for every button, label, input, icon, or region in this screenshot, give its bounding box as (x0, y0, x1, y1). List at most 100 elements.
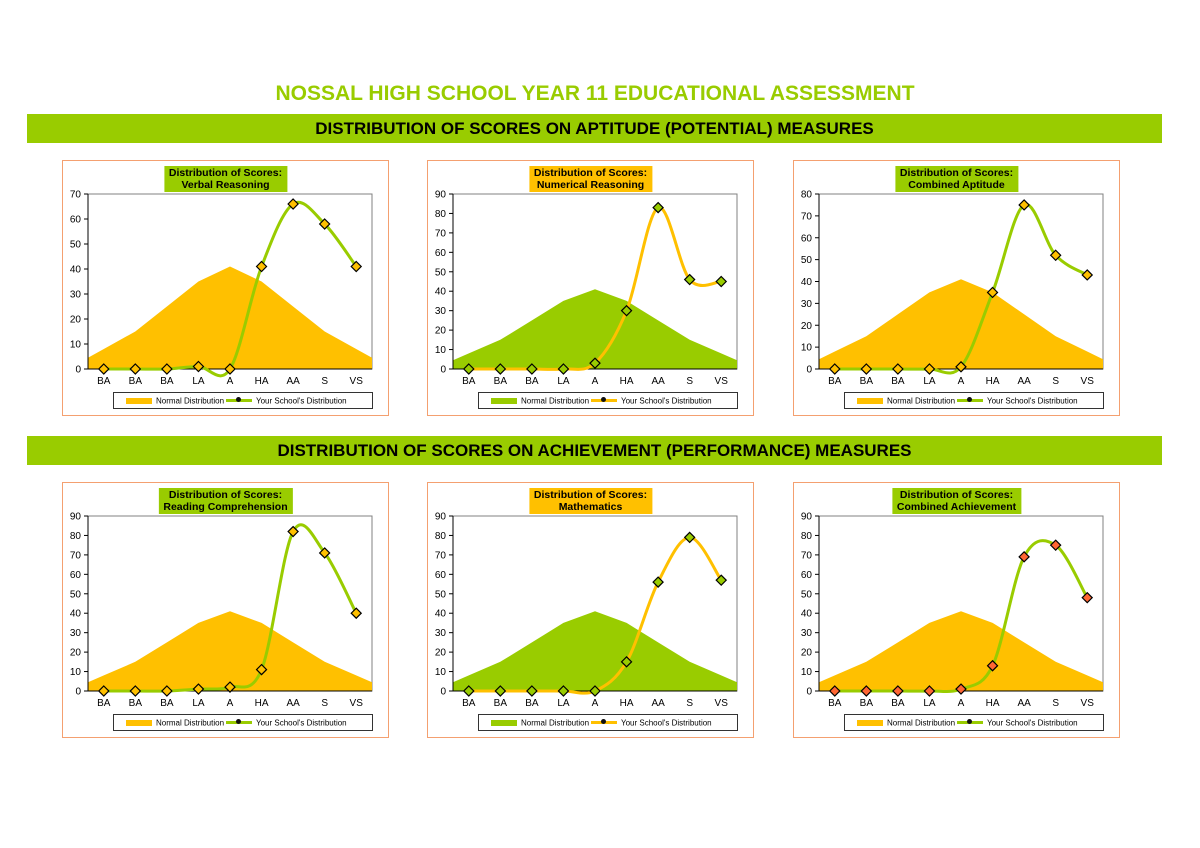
section-header-achievement: DISTRIBUTION OF SCORES ON ACHIEVEMENT (P… (27, 436, 1162, 465)
x-tick-label: VS (715, 376, 729, 387)
data-point-marker (255, 260, 268, 273)
data-point-marker (161, 363, 173, 375)
y-tick-label: 90 (801, 512, 813, 523)
legend-swatch-school (226, 397, 252, 403)
legend-marker-dot (601, 397, 606, 403)
y-tick-label: 70 (70, 550, 82, 561)
x-tick-label: BA (97, 698, 111, 709)
chart-legend: Normal Distribution Your School's Distrib… (478, 714, 738, 731)
x-tick-label: A (227, 698, 234, 709)
chart-title: Distribution of Scores: Mathematics (528, 488, 653, 514)
x-tick-label: BA (97, 376, 111, 387)
data-point-marker (1049, 539, 1062, 552)
chart-title: Distribution of Scores: Combined Achievem… (891, 488, 1022, 514)
data-point-marker (620, 655, 633, 668)
legend-item-school: Your School's Distribution (226, 715, 347, 730)
legend-label-school: Your School's Distribution (256, 718, 347, 728)
x-tick-label: VS (350, 376, 364, 387)
legend-label-school: Your School's Distribution (256, 396, 347, 406)
x-tick-label: AA (651, 698, 665, 709)
y-tick-label: 20 (435, 648, 447, 659)
y-tick-label: 20 (801, 321, 813, 332)
legend-item-school: Your School's Distribution (226, 393, 347, 408)
x-tick-label: AA (286, 376, 300, 387)
y-tick-label: 40 (435, 287, 447, 298)
chart-title-line1: Distribution of Scores: (899, 167, 1014, 179)
x-tick-label: BA (525, 698, 539, 709)
data-point-marker (828, 363, 841, 375)
page-title: NOSSAL HIGH SCHOOL YEAR 11 EDUCATIONAL A… (275, 82, 915, 105)
y-tick-label: 80 (435, 531, 447, 542)
y-tick-label: 80 (801, 531, 813, 542)
chart-title-line2: Reading Comprehension (163, 501, 288, 513)
x-tick-label: A (592, 376, 599, 387)
x-tick-label: BA (828, 698, 842, 709)
x-tick-label: VS (1081, 376, 1095, 387)
data-point-marker (224, 363, 236, 375)
y-tick-label: 10 (435, 345, 447, 356)
chart-title-line1: Distribution of Scores: (899, 489, 1014, 501)
legend-item-school: Your School's Distribution (591, 715, 712, 730)
data-point-marker (860, 685, 873, 697)
y-tick-label: 70 (435, 550, 447, 561)
chart-svg: 0 10 20 30 40 50 60 70 80 90 BA BA BA LA A HA AA S VS (435, 190, 738, 387)
legend-swatch-school (591, 719, 617, 725)
x-tick-label: AA (1017, 698, 1031, 709)
x-tick-label: BA (462, 376, 476, 387)
x-tick-label: BA (494, 376, 508, 387)
section-header-aptitude: DISTRIBUTION OF SCORES ON APTITUDE (POTE… (27, 114, 1162, 143)
x-tick-label: BA (160, 376, 174, 387)
data-point-marker (192, 683, 205, 695)
data-point-marker (892, 363, 904, 375)
normal-distribution-area (88, 266, 372, 369)
x-tick-label: S (1052, 698, 1059, 709)
school-distribution-line (468, 206, 722, 371)
chart-panel: 0 10 20 30 40 50 60 70 80 90 BA BA BA LA A HA AA S VS Distr… (427, 482, 754, 738)
legend-swatch-normal (857, 397, 883, 404)
chart-title-line2: Verbal Reasoning (181, 179, 270, 191)
data-point-marker (652, 201, 664, 214)
chart-title-line2: Numerical Reasoning (536, 179, 645, 191)
chart-svg: 0 10 20 30 40 50 60 70 BA BA BA LA A HA AA S VS (70, 190, 373, 387)
data-point-marker (715, 574, 728, 587)
chart-panel: 0 10 20 30 40 50 60 70 80 90 BA BA BA LA A HA AA S VS Distr… (793, 482, 1120, 738)
x-tick-label: BA (860, 376, 874, 387)
y-tick-label: 50 (435, 267, 447, 278)
data-point-marker (1081, 591, 1094, 604)
data-point-marker (589, 685, 601, 697)
chart-title: Distribution of Scores: Reading Comprehen… (158, 488, 293, 514)
y-tick-label: 10 (801, 667, 813, 678)
legend-swatch-school (957, 397, 983, 403)
y-tick-label: 50 (70, 240, 82, 251)
x-tick-label: LA (557, 376, 570, 387)
legend-marker-dot (601, 719, 606, 725)
normal-distribution-area (453, 289, 737, 369)
y-tick-label: 0 (75, 687, 81, 698)
x-tick-label: S (1052, 376, 1059, 387)
y-tick-label: 60 (70, 570, 82, 581)
chart-svg: 0 10 20 30 40 50 60 70 80 90 BA BA BA LA A HA AA S VS (801, 512, 1104, 709)
x-tick-label: A (958, 376, 965, 387)
y-tick-label: 0 (75, 365, 81, 376)
data-point-marker (318, 547, 331, 559)
data-point-marker (462, 363, 475, 375)
y-tick-label: 40 (801, 277, 813, 288)
y-tick-label: 10 (70, 340, 82, 351)
legend-item-school: Your School's Distribution (591, 393, 712, 408)
chart-legend: Normal Distribution Your School's Distrib… (113, 392, 373, 409)
x-tick-label: AA (1017, 376, 1031, 387)
data-point-marker (526, 363, 538, 375)
data-point-marker (350, 260, 363, 273)
y-tick-label: 60 (801, 570, 813, 581)
chart-title: Distribution of Scores: Numerical Reasoni… (528, 166, 653, 192)
data-point-marker (287, 525, 299, 538)
x-tick-label: HA (620, 698, 634, 709)
data-point-marker (620, 304, 633, 317)
data-point-marker (557, 685, 570, 697)
x-tick-label: A (958, 698, 965, 709)
data-point-marker (589, 357, 601, 370)
y-tick-label: 0 (440, 365, 446, 376)
data-point-marker (224, 681, 236, 693)
legend-label-normal: Normal Distribution (887, 396, 956, 406)
chart-title-line2: Mathematics (558, 501, 623, 513)
